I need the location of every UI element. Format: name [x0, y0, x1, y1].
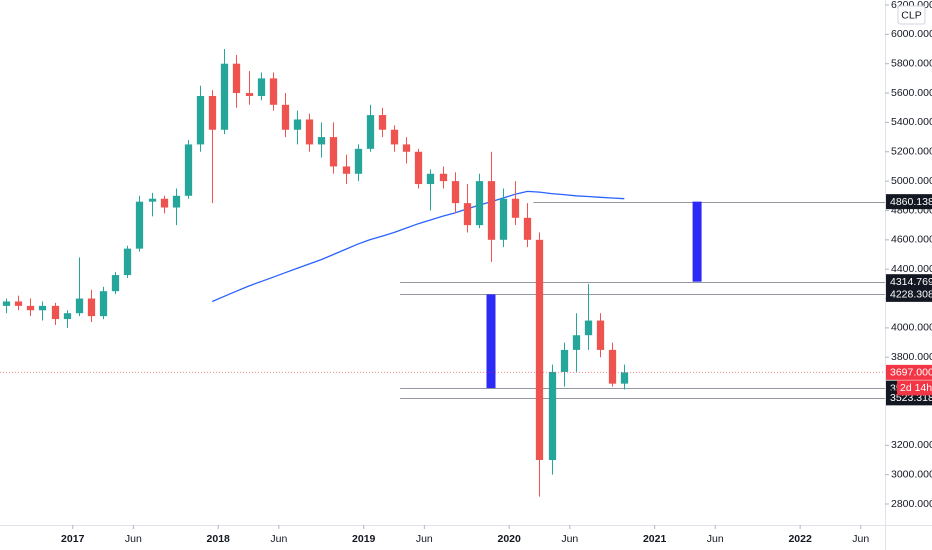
level-label-box	[886, 286, 932, 302]
y-tick-label: 3800.000	[891, 351, 932, 363]
candle-body	[620, 372, 629, 384]
x-tick-label: 2017	[61, 533, 85, 545]
candle-body	[463, 203, 472, 226]
candle-body	[75, 298, 84, 314]
plot-area	[0, 49, 885, 497]
candle-body	[269, 78, 278, 105]
currency-label: CLP	[901, 9, 921, 21]
x-tick-label: Jun	[416, 533, 433, 545]
candle-body	[354, 148, 363, 174]
candle-body	[499, 198, 508, 240]
candle-body	[257, 78, 266, 96]
candle-body	[572, 335, 581, 350]
candle-body	[245, 93, 254, 96]
candle-body	[523, 217, 532, 240]
y-tick-label: 5000.000	[891, 175, 932, 187]
candle-body	[342, 166, 351, 174]
y-tick-label: 5400.000	[891, 116, 932, 128]
y-tick-label: 4400.000	[891, 263, 932, 275]
x-tick-label: 2019	[352, 533, 376, 545]
candle-body	[293, 119, 302, 130]
candle-body	[451, 181, 460, 204]
candle-body	[172, 195, 181, 208]
candle-body	[402, 144, 411, 152]
x-tick-label: 2020	[497, 533, 521, 545]
candle-body	[596, 320, 605, 350]
candle-body	[135, 201, 144, 249]
y-tick-label: 6000.000	[891, 28, 932, 40]
moving-average	[211, 190, 625, 303]
candle-body	[160, 198, 169, 208]
level-label: 4860.138	[890, 196, 932, 208]
range-box	[486, 294, 496, 389]
candle-body	[366, 115, 375, 149]
candle-body	[548, 371, 557, 460]
y-tick-label: 5600.000	[891, 87, 932, 99]
x-tick-label: 2018	[207, 533, 231, 545]
candle-body	[475, 181, 484, 226]
candle-body	[414, 151, 423, 185]
x-tick-label: Jun	[561, 533, 578, 545]
candle-body	[608, 349, 617, 384]
candle-body	[317, 137, 326, 145]
y-tick-label: 3000.000	[891, 468, 932, 480]
y-tick-label: 4600.000	[891, 234, 932, 246]
level-label-box	[886, 274, 932, 290]
level-label: 4228.308	[890, 289, 932, 301]
current-price-box	[886, 364, 932, 380]
x-tick-label: Jun	[270, 533, 287, 545]
current-price-label: 3697.000	[890, 367, 932, 379]
candle-body	[305, 119, 314, 145]
candle-body	[584, 320, 593, 336]
candle-body	[487, 181, 496, 240]
candle-body	[439, 173, 448, 182]
candle-body	[378, 115, 387, 130]
candle-body	[26, 305, 35, 311]
x-tick-label: 2022	[788, 533, 812, 545]
candle-body	[560, 349, 569, 372]
x-tick-label: Jun	[852, 533, 869, 545]
level-label: 4314.769	[890, 276, 932, 288]
candle-body	[511, 198, 520, 218]
candle-body	[329, 137, 338, 167]
candle-body	[196, 95, 205, 145]
candle-body	[281, 104, 290, 130]
candle-body	[99, 291, 108, 317]
candle-body	[184, 144, 193, 196]
y-tick-label: 3200.000	[891, 439, 932, 451]
candle-body	[123, 248, 132, 276]
y-tick-label: 5800.000	[891, 57, 932, 69]
y-tick-label: 5200.000	[891, 146, 932, 158]
currency-box	[897, 5, 926, 25]
countdown-label: 2d 14h	[900, 382, 932, 394]
candle-body	[14, 301, 23, 306]
candle-body	[220, 63, 229, 130]
candle-body	[51, 305, 60, 320]
x-tick-label: Jun	[125, 533, 142, 545]
y-tick-label: 2800.000	[891, 498, 932, 510]
y-axis: 2800.000 3000.000 3200.000 3800.000 4000.000…	[885, 0, 932, 510]
candle-body	[390, 129, 399, 145]
candle-body	[426, 173, 435, 185]
level-label-box	[886, 194, 932, 210]
candle-body	[535, 239, 544, 460]
candle-body	[232, 63, 241, 94]
candle-body	[87, 298, 96, 317]
countdown-box	[897, 380, 932, 396]
candle-body	[2, 301, 11, 306]
y-tick-label: 6200.000	[891, 0, 932, 11]
x-tick-label: 2021	[643, 533, 667, 545]
x-tick-label: Jun	[707, 533, 724, 545]
candle-body	[148, 198, 157, 202]
candle-body	[38, 305, 47, 311]
y-tick-label: 4000.000	[891, 322, 932, 334]
candle-body	[208, 95, 217, 130]
range-box	[692, 201, 702, 282]
candle-body	[111, 275, 120, 292]
candle-body	[63, 313, 72, 320]
